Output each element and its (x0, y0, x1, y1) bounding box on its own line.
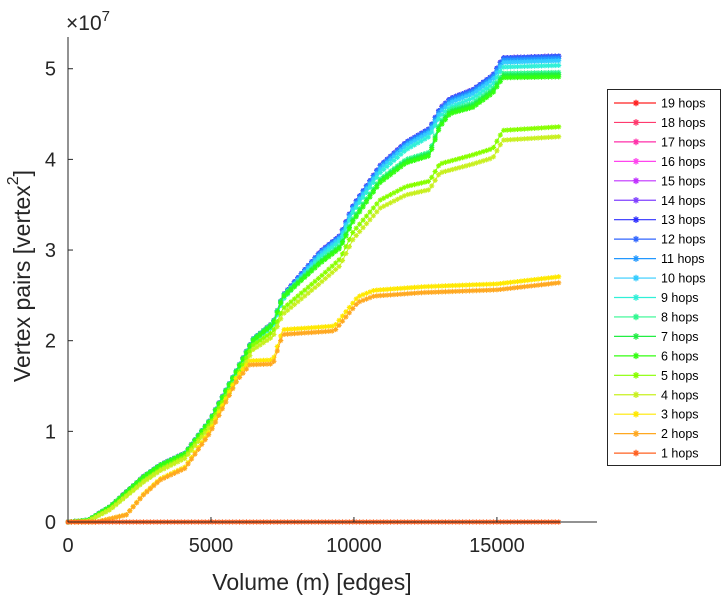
series-line (67, 76, 560, 523)
series-6-hops (65, 74, 562, 525)
legend-label: 3 hops (661, 408, 699, 422)
legend-marker-icon (632, 372, 640, 379)
legend-marker-icon (632, 235, 640, 243)
legend-item: 14 hops (614, 194, 705, 208)
series-2-hops (65, 280, 562, 525)
legend-item: 18 hops (614, 116, 705, 130)
legend-label: 12 hops (661, 233, 705, 247)
legend-marker-icon (632, 294, 640, 301)
legend-marker-icon (632, 352, 640, 360)
y-tick-label: 5 (45, 59, 56, 81)
legend-item: 1 hops (614, 447, 699, 461)
x-tick-label: 10000 (326, 535, 382, 557)
series-line (67, 71, 560, 523)
legend-marker-icon (632, 274, 640, 282)
x-tick-label: 15000 (469, 535, 525, 557)
legend-marker-icon (632, 99, 640, 107)
legend-label: 8 hops (661, 310, 699, 324)
y-multiplier-label: ×107 (66, 8, 110, 35)
legend-item: 19 hops (614, 97, 705, 111)
legend: 19 hops 18 hops 17 hops 16 hops 15 hops 14 ho… (607, 89, 721, 466)
legend-item: 5 hops (614, 369, 699, 383)
series-markers (65, 74, 562, 525)
y-tick-label: 0 (45, 512, 56, 534)
series-markers (65, 62, 562, 525)
series-line (67, 64, 560, 523)
legend-marker-icon (632, 138, 640, 146)
legend-marker-icon (632, 216, 640, 223)
legend-label: 4 hops (661, 388, 699, 402)
y-tick-label: 4 (45, 149, 56, 171)
legend-label: 18 hops (661, 116, 705, 130)
legend-marker-icon (632, 177, 640, 185)
legend-marker-icon (632, 196, 640, 204)
plot-area (65, 53, 562, 525)
legend-item: 15 hops (614, 174, 705, 188)
series-9-hops (65, 62, 562, 525)
legend-label: 16 hops (661, 155, 705, 169)
ticks: 0 5000 10000 15000 0 1 2 3 4 5 (45, 59, 525, 557)
legend-item: 2 hops (614, 427, 699, 441)
y-axis-label: Vertex pairs [vertex2] (5, 170, 35, 382)
legend-marker-icon (632, 119, 640, 126)
legend-label: 19 hops (661, 97, 705, 111)
series-line (67, 126, 560, 523)
legend-marker-icon (632, 333, 640, 340)
legend-label: 11 hops (661, 252, 705, 266)
legend-label: 13 hops (661, 213, 705, 227)
legend-marker-icon (632, 449, 640, 457)
x-tick-label: 5000 (189, 535, 234, 557)
x-axis-label: Volume (m) [edges] (212, 569, 411, 595)
legend-label: 17 hops (661, 135, 705, 149)
y-tick-label: 1 (45, 421, 56, 443)
series-5-hops (65, 124, 562, 525)
legend-marker-icon (632, 313, 640, 321)
legend-marker-icon (632, 255, 640, 262)
x-tick-label: 0 (62, 535, 73, 557)
legend-label: 9 hops (661, 291, 699, 305)
legend-marker-icon (632, 430, 640, 437)
legend-marker-icon (632, 410, 640, 418)
series-7-hops (65, 72, 562, 525)
legend-item: 12 hops (614, 233, 705, 247)
legend-item: 13 hops (614, 213, 705, 227)
legend-label: 10 hops (661, 272, 705, 286)
legend-label: 6 hops (661, 349, 699, 363)
legend-item: 4 hops (614, 388, 699, 402)
legend-label: 14 hops (661, 194, 705, 208)
legend-label: 15 hops (661, 174, 705, 188)
legend-label: 5 hops (661, 369, 699, 383)
legend-label: 1 hops (661, 447, 699, 461)
legend-item: 17 hops (614, 135, 705, 149)
y-tick-label: 3 (45, 240, 56, 262)
series-markers (65, 72, 562, 525)
legend-item: 8 hops (614, 310, 699, 324)
legend-item: 10 hops (614, 272, 705, 286)
series-8-hops (65, 69, 562, 525)
series-markers (65, 124, 562, 525)
legend-item: 3 hops (614, 408, 699, 422)
legend-label: 2 hops (661, 427, 699, 441)
legend-item: 9 hops (614, 291, 699, 305)
legend-label: 7 hops (661, 330, 699, 344)
y-tick-label: 2 (45, 331, 56, 353)
series-line (67, 74, 560, 523)
legend-item: 11 hops (614, 252, 705, 266)
series-markers (65, 69, 562, 525)
legend-marker-icon (632, 391, 640, 399)
series-markers (65, 280, 562, 525)
legend-item: 6 hops (614, 349, 699, 363)
legend-item: 16 hops (614, 155, 705, 169)
legend-marker-icon (632, 158, 640, 165)
legend-item: 7 hops (614, 330, 699, 344)
